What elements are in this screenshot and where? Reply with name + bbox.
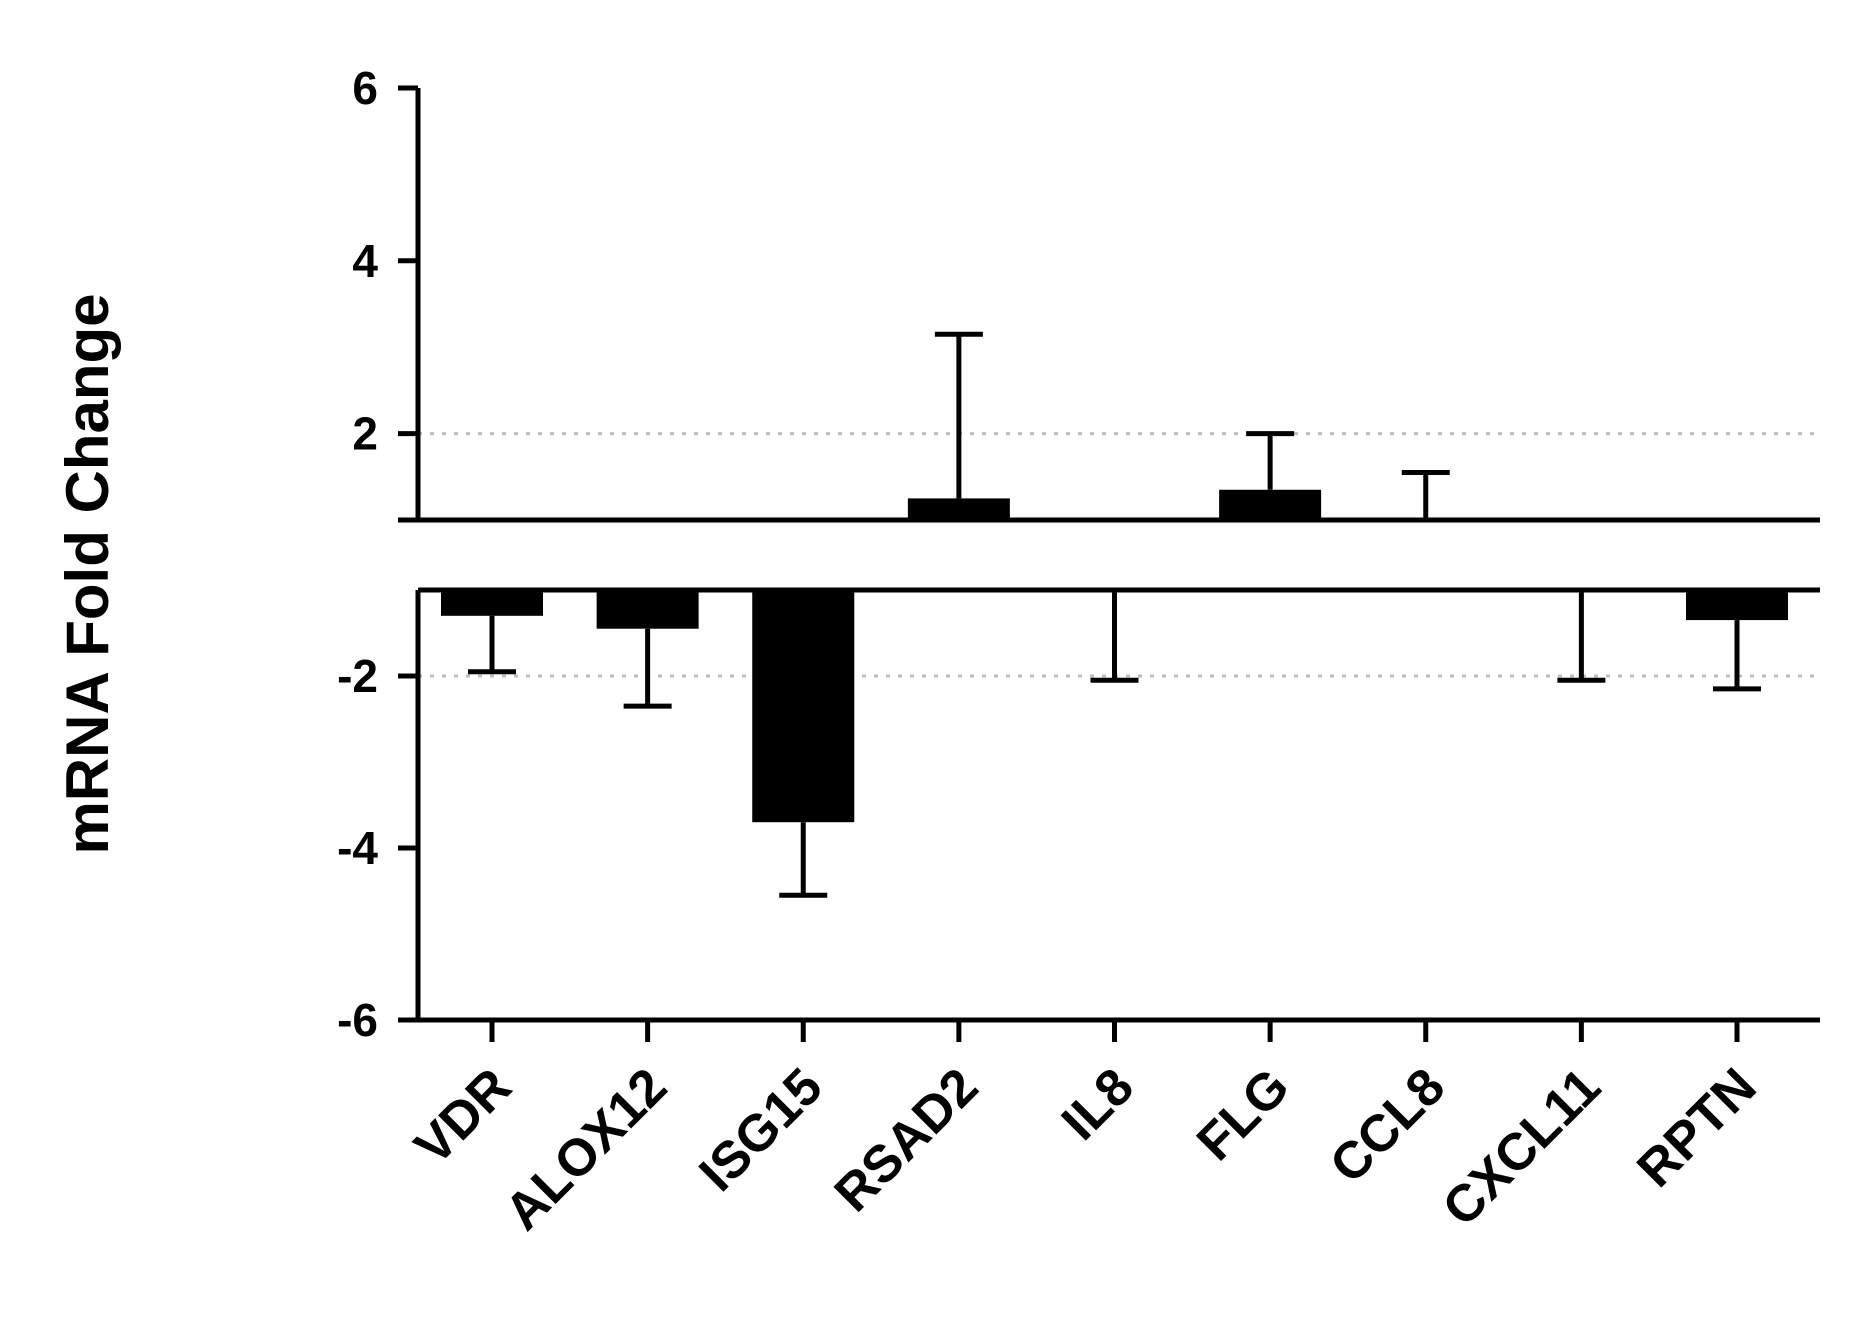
bar xyxy=(441,590,543,616)
axes xyxy=(398,88,1820,1023)
bar xyxy=(1686,590,1788,621)
x-tick-label: ALOX12 xyxy=(494,1057,678,1241)
reference-lines xyxy=(418,432,1820,678)
y-tick-label: 2 xyxy=(352,408,378,460)
y-axis-ticks: 6 4 2 -2 -4 -6 xyxy=(337,62,418,1046)
bar xyxy=(752,590,855,823)
y-tick-label: -4 xyxy=(337,822,378,874)
bar xyxy=(907,498,1010,520)
x-tick-label: CXCL11 xyxy=(1432,1057,1612,1237)
y-tick-label: -6 xyxy=(337,994,378,1046)
bar xyxy=(1219,489,1322,520)
x-tick-label: ISG15 xyxy=(688,1057,833,1202)
y-tick-label: -2 xyxy=(337,650,378,702)
x-tick-label: RSAD2 xyxy=(824,1057,990,1223)
y-tick-label: 4 xyxy=(352,235,378,287)
error-bars xyxy=(468,331,1761,898)
y-tick-label: 6 xyxy=(352,62,378,114)
x-tick-label: RPTN xyxy=(1626,1057,1767,1198)
bars xyxy=(441,489,1788,823)
y-axis-title: mRNA Fold Change xyxy=(54,293,121,854)
bar xyxy=(596,590,699,629)
x-tick-label: IL8 xyxy=(1051,1057,1145,1151)
x-tick-label: VDR xyxy=(404,1057,523,1176)
x-tick-label: FLG xyxy=(1186,1057,1301,1172)
x-tick-label: CCL8 xyxy=(1319,1057,1456,1194)
